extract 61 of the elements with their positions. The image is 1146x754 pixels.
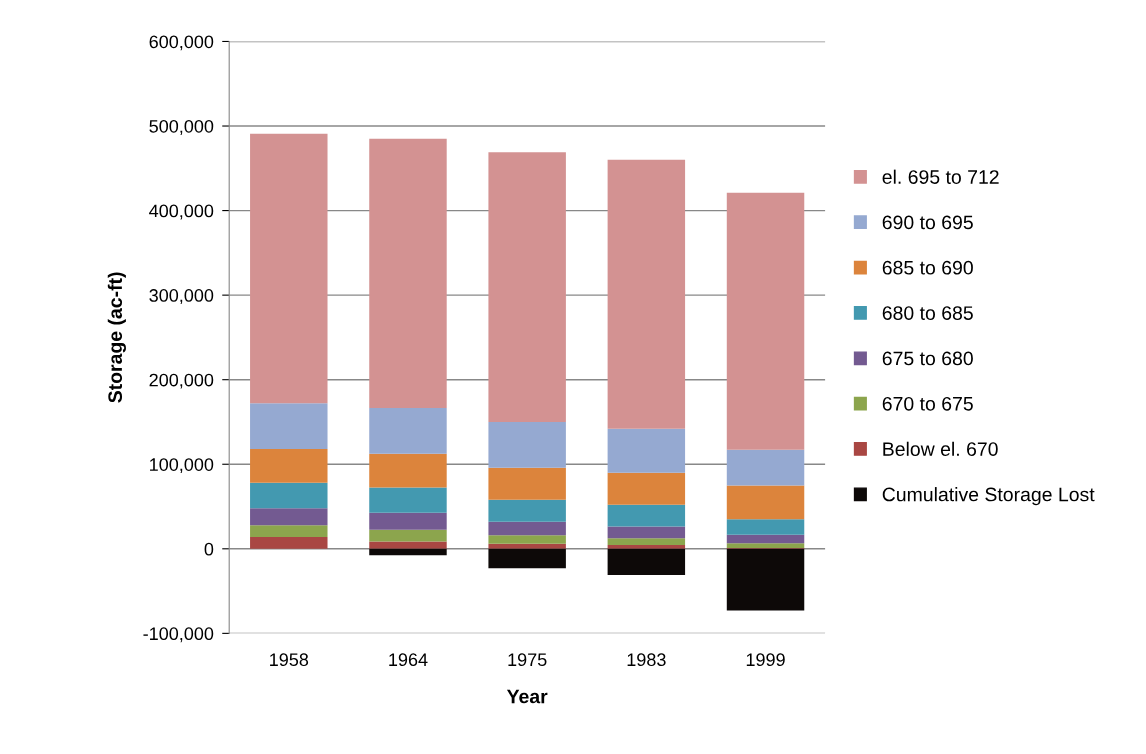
bar <box>726 485 805 520</box>
y-tick-label: -100,000 <box>143 627 214 643</box>
x-tick-label: 1964 <box>389 653 428 667</box>
bar <box>369 453 447 488</box>
y-tick-label: 0 <box>204 542 214 556</box>
x-tick-label: 1958 <box>270 653 309 667</box>
bar <box>607 472 686 505</box>
y-tick-label: 200,000 <box>149 373 214 389</box>
y-tick-label: 300,000 <box>149 289 214 304</box>
legend-label: Cumulative Storage Lost <box>882 487 1095 506</box>
bar <box>369 541 447 549</box>
x-axis-title: Year <box>506 689 548 704</box>
bar <box>250 133 328 404</box>
bar <box>369 408 447 454</box>
bar <box>488 421 566 468</box>
bar <box>488 535 566 544</box>
bar <box>488 152 566 422</box>
legend-label: 675 to 680 <box>882 351 973 366</box>
bar <box>607 545 686 549</box>
bar <box>607 504 686 527</box>
y-tick-label: 600,000 <box>149 35 214 51</box>
y-axis-title: Storage (ac-ft) <box>107 272 126 403</box>
bar <box>726 449 805 486</box>
bar <box>488 548 566 569</box>
bar <box>369 512 447 530</box>
bar <box>726 519 805 535</box>
bar <box>726 534 805 544</box>
bar <box>607 526 686 539</box>
bar <box>488 467 566 500</box>
bar <box>488 499 566 522</box>
y-tick-label: 100,000 <box>150 458 214 474</box>
bar <box>607 428 686 473</box>
bar <box>726 543 805 548</box>
x-tick-label: 1975 <box>508 653 547 667</box>
legend-label: 685 to 690 <box>882 260 973 275</box>
bar <box>726 192 805 450</box>
x-tick-label: 1999 <box>746 653 785 667</box>
legend-label: 680 to 685 <box>882 306 973 320</box>
bar <box>369 548 447 556</box>
x-tick-label: 1983 <box>627 653 666 667</box>
bar <box>488 543 566 549</box>
legend-label: 670 to 675 <box>882 396 973 411</box>
bar <box>607 548 686 576</box>
legend-label: el. 695 to 712 <box>882 169 999 184</box>
bar <box>488 521 566 536</box>
bar <box>726 548 805 611</box>
bar <box>369 487 447 513</box>
bar <box>250 449 328 483</box>
bar <box>250 525 328 537</box>
legend-label: 690 to 695 <box>882 215 973 230</box>
bar <box>607 538 686 545</box>
bar <box>250 508 328 526</box>
bar <box>369 529 447 542</box>
y-tick-label: 400,000 <box>149 204 214 220</box>
legend-label: Below el. 670 <box>883 441 998 456</box>
bar <box>250 536 328 549</box>
bar <box>369 138 447 409</box>
bar <box>250 403 328 450</box>
bar <box>607 159 686 429</box>
y-tick-label: 500,000 <box>149 119 214 135</box>
bar <box>250 482 328 509</box>
